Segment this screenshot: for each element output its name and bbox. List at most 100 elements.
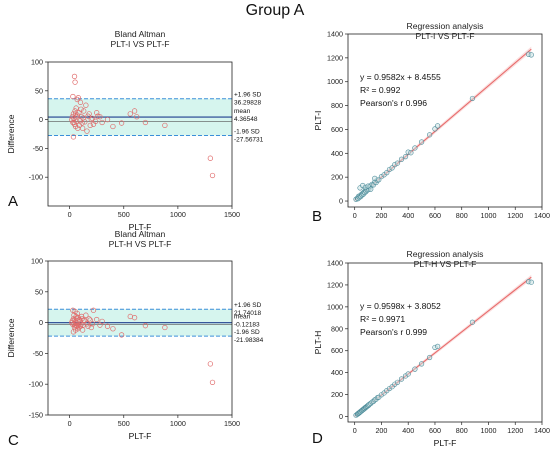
figure-title: Group A: [245, 2, 305, 19]
p1-lower-sd-value: -27.56731: [234, 136, 264, 143]
p1-point-52: [89, 115, 96, 122]
p1-point-15: [84, 128, 90, 134]
p3-point-33: [209, 379, 216, 386]
p4-x-tick-0: 0: [353, 426, 357, 435]
p1-point-27: [134, 114, 140, 120]
p3-y-tick-4: 50: [35, 287, 43, 296]
p2-point-42: [435, 123, 441, 129]
p1-point-13: [81, 108, 87, 114]
p4-x-tick-3: 600: [429, 426, 441, 435]
p1-mean-label: mean: [234, 108, 251, 115]
p3-y-tick-1: -100: [29, 380, 43, 389]
p3-upper-sd-label: +1.96 SD: [234, 302, 262, 309]
p3-lower-sd-label: -1.96 SD: [234, 329, 260, 336]
p1-y-tick-0: -100: [29, 173, 43, 182]
p3-point-31: [162, 324, 168, 331]
p1-subtitle: PLT-I VS PLT-F: [111, 39, 170, 49]
p3-point-49: [79, 316, 85, 322]
p4-x-axis-label: PLT-F: [434, 438, 457, 448]
p1-point-24: [118, 120, 125, 126]
p3-subtitle: PLT-H VS PLT-F: [109, 239, 172, 249]
p4-point-36: [405, 371, 411, 377]
p4-x-tick-1: 200: [375, 426, 387, 435]
p3-point-22: [94, 316, 100, 323]
p2-x-tick-6: 1200: [507, 211, 523, 220]
p1-point-2: [71, 73, 78, 80]
p1-point-3: [72, 79, 78, 85]
p4-point-34: [398, 376, 405, 382]
p3-point-45: [75, 318, 81, 324]
panel-letter-a: A: [8, 193, 19, 210]
p1-x-tick-3: 1500: [224, 210, 240, 219]
p2-x-tick-4: 800: [456, 211, 468, 220]
p3-y-axis-label: Difference: [6, 318, 16, 357]
p1-point-0: [70, 93, 76, 100]
p3-point-21: [90, 307, 97, 313]
p4-point-38: [418, 361, 425, 367]
p4-y-tick-0: 0: [339, 412, 343, 421]
p1-point-1: [70, 134, 77, 140]
p4-r-squared: R² = 0.9971: [360, 314, 405, 324]
p1-point-4: [72, 111, 79, 117]
p1-x-tick-0: 0: [68, 210, 72, 219]
p1-point-51: [87, 122, 93, 129]
p2-subtitle: PLT-I VS PLT-F: [416, 31, 475, 41]
p1-point-19: [94, 110, 100, 116]
p1-point-25: [127, 111, 133, 117]
p1-x-axis-label: PLT-F: [129, 222, 152, 232]
p1-y-axis-label: Difference: [6, 114, 16, 153]
p1-title: Bland Altman: [115, 29, 166, 39]
p3-x-axis-label: PLT-F: [129, 431, 152, 441]
p2-y-tick-4: 800: [331, 101, 343, 110]
p4-y-tick-3: 600: [331, 346, 343, 355]
p4-point-44: [528, 279, 534, 285]
p3-lower-sd-value: -21.98384: [234, 337, 264, 344]
p1-point-30: [207, 155, 214, 161]
p1-point-26: [131, 108, 138, 114]
p1-upper-sd-label: +1.96 SD: [234, 92, 262, 99]
p4-y-tick-6: 1200: [327, 280, 343, 289]
p4-x-tick-4: 800: [456, 426, 468, 435]
p1-upper-sd-value: 36.29828: [234, 100, 261, 107]
p1-point-29: [162, 122, 168, 129]
p2-point-51: [372, 175, 378, 181]
p3-point-26: [110, 326, 116, 332]
p2-point-37: [408, 150, 414, 156]
panel-letter-d: D: [312, 430, 323, 447]
p3-point-51: [82, 318, 88, 324]
p3-point-24: [99, 318, 105, 325]
p4-equation: y = 0.9598x + 3.8052: [360, 301, 441, 311]
p1-point-21: [99, 119, 105, 126]
p4-x-tick-6: 1200: [507, 426, 523, 435]
p4-y-axis-label: PLT-H: [313, 331, 323, 355]
p4-y-tick-7: 1400: [327, 259, 343, 268]
p2-x-tick-3: 600: [429, 211, 441, 220]
p1-plot-frame: [47, 61, 233, 207]
p2-y-tick-0: 0: [339, 197, 343, 206]
panel-letter-c: C: [8, 432, 19, 449]
p1-point-41: [74, 118, 80, 124]
p4-plot-frame: [347, 262, 543, 423]
p4-y-tick-4: 800: [331, 324, 343, 333]
p3-point-29: [131, 315, 138, 321]
p2-r-squared: R² = 0.992: [360, 85, 401, 95]
panel-letter-b: B: [312, 208, 323, 225]
p1-point-46: [78, 106, 84, 112]
p2-x-tick-0: 0: [353, 211, 357, 220]
p3-point-32: [207, 361, 214, 367]
p1-point-50: [85, 113, 91, 119]
p4-x-tick-5: 1000: [480, 426, 496, 435]
p3-point-30: [142, 323, 149, 329]
p1-mean-value: 4.36548: [234, 116, 258, 123]
p2-point-33: [394, 160, 401, 166]
p1-point-20: [97, 114, 103, 120]
p3-point-54: [89, 321, 96, 327]
p3-y-tick-2: -50: [33, 349, 43, 358]
p4-point-41: [435, 343, 441, 349]
p4-title: Regression analysis: [407, 249, 484, 259]
p1-point-22: [104, 116, 111, 123]
p2-y-tick-5: 1000: [327, 77, 343, 86]
p3-point-15: [79, 327, 86, 333]
